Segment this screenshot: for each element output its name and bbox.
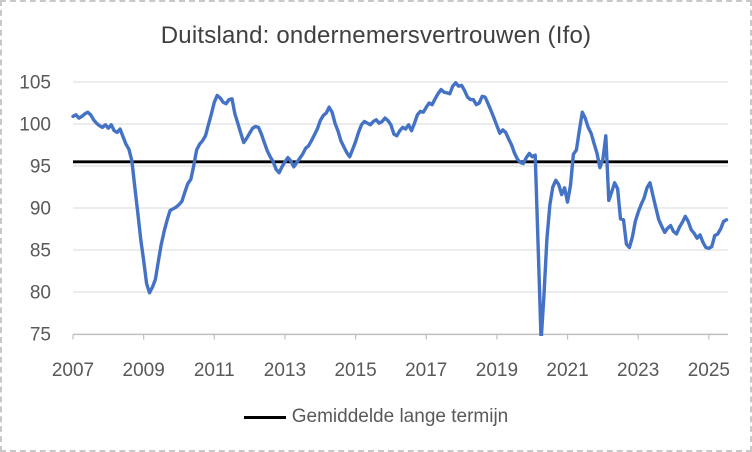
x-axis-label-2021: 2021 bbox=[546, 360, 588, 381]
chart-title: Duitsland: ondernemersvertrouwen (Ifo) bbox=[160, 22, 592, 49]
x-axis-label-2011: 2011 bbox=[194, 360, 235, 381]
ifo-line bbox=[71, 81, 729, 336]
y-axis-label-80: 80 bbox=[30, 283, 51, 304]
x-axis-label-2013: 2013 bbox=[264, 360, 306, 381]
legend: Gemiddelde lange termijn bbox=[2, 406, 750, 428]
legend-label: Gemiddelde lange termijn bbox=[291, 406, 509, 427]
y-axis-label-75: 75 bbox=[30, 325, 51, 346]
y-axis-label-85: 85 bbox=[30, 241, 51, 262]
x-axis-label-2025: 2025 bbox=[688, 360, 730, 381]
x-axis-label-2009: 2009 bbox=[123, 360, 165, 381]
x-axis-label-2017: 2017 bbox=[405, 360, 447, 381]
y-axis-label-95: 95 bbox=[30, 157, 51, 178]
x-axis-label-2019: 2019 bbox=[476, 360, 518, 381]
x-axis-label-2023: 2023 bbox=[617, 360, 659, 381]
average-line-swatch bbox=[243, 415, 286, 419]
y-axis-label-100: 100 bbox=[19, 115, 51, 136]
y-axis-label-105: 105 bbox=[19, 73, 51, 94]
x-axis-label-2015: 2015 bbox=[334, 360, 376, 381]
y-axis-label-90: 90 bbox=[30, 199, 51, 220]
x-axis-label-2007: 2007 bbox=[52, 360, 94, 381]
